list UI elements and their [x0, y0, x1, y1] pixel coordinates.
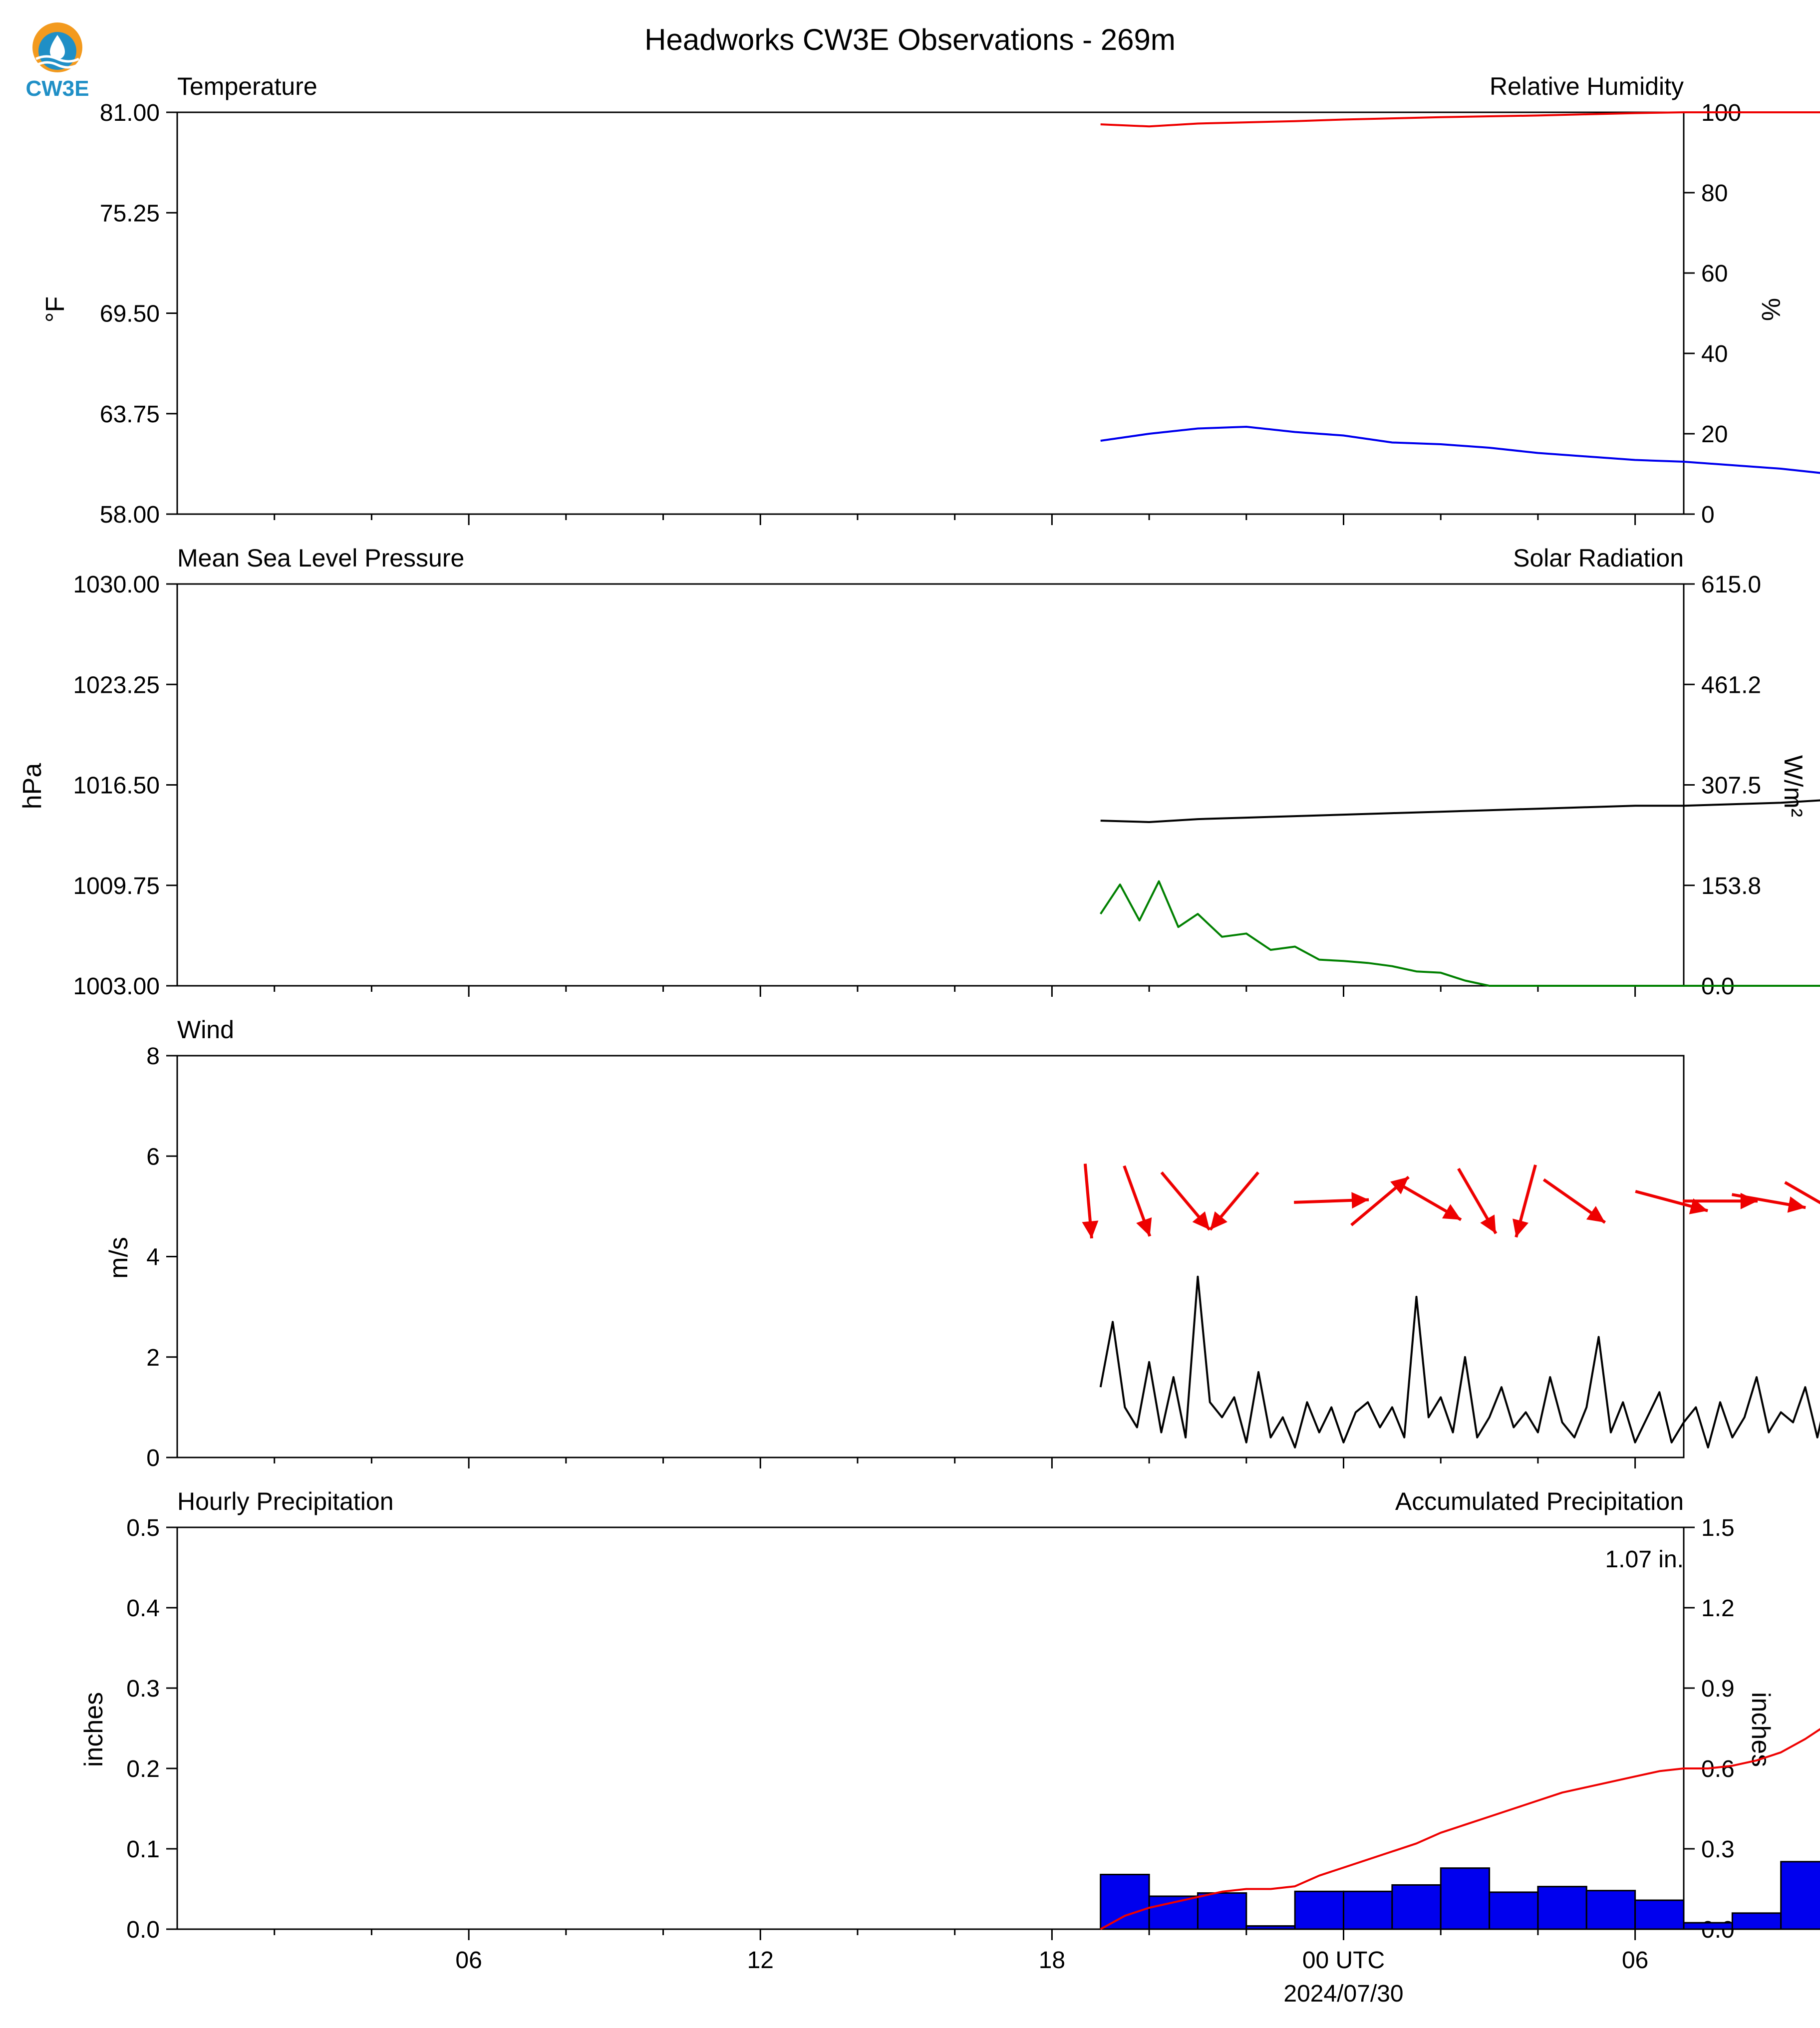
- panel1-ytick-right-label: 80: [1701, 180, 1728, 207]
- panel2-ylabel: hPa: [18, 763, 47, 810]
- hourly-precip-bar: [1585, 1890, 1636, 1930]
- panel-precipitation: 0.50.40.30.20.10.01.51.20.90.60.30.0: [126, 1515, 1820, 1943]
- panel1-ytick-label: 58.00: [100, 502, 160, 528]
- panel3-ylabel: m/s: [104, 1237, 133, 1279]
- panel1-ytick-right-label: 60: [1701, 261, 1728, 287]
- panel1-ytick-right-label: 40: [1701, 341, 1728, 367]
- accumulated-total-label: 1.07 in.: [1605, 1546, 1684, 1573]
- figure-title: Headworks CW3E Observations - 269m: [644, 23, 1176, 56]
- panel1-left-title: Temperature: [177, 72, 317, 100]
- panel1-ytick-right-label: 20: [1701, 421, 1728, 448]
- panel1-ytick-label: 81.00: [100, 100, 160, 126]
- panel4-ytick-label: 0.0: [126, 1917, 160, 1943]
- panel4-ytick-label: 0.1: [126, 1836, 160, 1863]
- panel4-ylabel: inches: [79, 1692, 108, 1767]
- hourly-precip-bar: [1245, 1925, 1296, 1930]
- wind-arrow-head: [1586, 1206, 1605, 1223]
- x-tick-label: 06: [1622, 1947, 1648, 1974]
- panel4-ytick-label: 0.5: [126, 1515, 160, 1541]
- panel1-right-title: Relative Humidity: [1490, 72, 1684, 100]
- wind-speed-line: [1099, 1275, 1820, 1449]
- panel2-ylabel-right: W/m²: [1779, 755, 1808, 817]
- hourly-precip-bar: [1148, 1895, 1199, 1930]
- panel1-ytick-right-label: 0: [1701, 502, 1715, 528]
- wind-arrow-head: [1442, 1204, 1461, 1220]
- panel4-ytick-right-label: 1.5: [1701, 1515, 1735, 1541]
- hourly-precip-bar: [1780, 1861, 1820, 1930]
- panel2-ytick-label: 1030.00: [73, 572, 160, 598]
- panel2-ytick-label: 1009.75: [73, 873, 160, 899]
- x-tick-label: 00 UTC: [1302, 1947, 1385, 1974]
- panel4-right-title: Accumulated Precipitation: [1395, 1487, 1684, 1515]
- panel1-ytick-label: 69.50: [100, 301, 160, 327]
- hourly-precip-bar: [1489, 1891, 1539, 1930]
- humidity-line: [1100, 111, 1820, 128]
- panel-wind: 8 6 4 2 0: [146, 1043, 1820, 1471]
- wind-arrow-head: [1082, 1220, 1099, 1238]
- panel3-ytick-label: 2: [146, 1345, 160, 1371]
- wind-arrow-head: [1192, 1211, 1210, 1230]
- wind-arrow-head: [1787, 1196, 1806, 1213]
- wind-arrow-head: [1210, 1211, 1227, 1230]
- panel4-ylabel-right: inches: [1746, 1692, 1775, 1767]
- hourly-precip-bar: [1294, 1890, 1345, 1930]
- panel2-ytick-label: 1003.00: [73, 973, 160, 1000]
- panel2-ytick-label: 1023.25: [73, 672, 160, 698]
- pressure-line: [1100, 799, 1820, 823]
- panel1-ylabel: °F: [41, 296, 70, 323]
- panel2-left-title: Mean Sea Level Pressure: [177, 544, 464, 572]
- wind-arrow-head: [1480, 1214, 1496, 1234]
- cw3e-logo: CW3E: [25, 22, 89, 101]
- panel3-ytick-label: 6: [146, 1144, 160, 1170]
- x-tick-label: 06: [455, 1947, 482, 1974]
- wind-arrow-head: [1136, 1217, 1152, 1236]
- panel3-ytick-label: 8: [146, 1043, 160, 1070]
- panel1-ytick-label: 75.25: [100, 200, 160, 227]
- solar-radiation-line: [1100, 880, 1820, 987]
- accumulated-precip-line: [1100, 1728, 1820, 1930]
- panel1-ytick-label: 63.75: [100, 401, 160, 428]
- panel4-ytick-label: 0.3: [126, 1676, 160, 1702]
- panel4-ytick-right-label: 0.9: [1701, 1676, 1735, 1702]
- hourly-precip-bar: [1440, 1867, 1491, 1930]
- hourly-precip-bar: [1391, 1884, 1442, 1930]
- hourly-precip-bar: [1343, 1890, 1393, 1930]
- x-tick-label: 18: [1039, 1947, 1065, 1974]
- panel2-ytick-right-label: 461.2: [1701, 672, 1761, 698]
- x-date-label: 2024/07/30: [1283, 1981, 1403, 2007]
- panel4-ytick-label: 0.2: [126, 1756, 160, 1782]
- panel-pressure-solar: 1030.00 1023.25 1016.50 1009.75 1003.00 615.0…: [73, 572, 1820, 1000]
- logo-drop-icon: [50, 35, 65, 59]
- panel2-ytick-right-label: 615.0: [1701, 572, 1761, 598]
- panel3-ytick-label: 4: [146, 1244, 160, 1271]
- panel2-ytick-right-label: 307.5: [1701, 773, 1761, 799]
- hourly-precip-bar: [1100, 1874, 1150, 1930]
- temperature-line: [1100, 426, 1820, 474]
- panel2-ytick-label: 1016.50: [73, 773, 160, 799]
- x-tick-label: 12: [747, 1947, 774, 1974]
- hourly-precip-bar: [1683, 1922, 1733, 1930]
- panel3-left-title: Wind: [177, 1016, 234, 1044]
- hourly-precip-bar: [1537, 1886, 1587, 1930]
- panel4-ytick-right-label: 1.2: [1701, 1595, 1735, 1622]
- hourly-precip-bar: [1731, 1912, 1782, 1930]
- panel3-ytick-label: 0: [146, 1445, 160, 1471]
- wind-arrow-head: [1351, 1192, 1369, 1209]
- panel2-ytick-right-label: 153.8: [1701, 873, 1761, 899]
- wind-arrow-shaft: [1784, 1181, 1820, 1204]
- panel2-right-title: Solar Radiation: [1513, 544, 1684, 572]
- hourly-precip-bar: [1634, 1899, 1685, 1930]
- panel4-ytick-right-label: 0.3: [1701, 1836, 1735, 1863]
- panel4-frame: [176, 1526, 1685, 1930]
- panel4-ytick-label: 0.4: [126, 1595, 160, 1622]
- logo-text: CW3E: [25, 76, 89, 101]
- wind-arrow-head: [1513, 1218, 1529, 1237]
- panel4-left-title: Hourly Precipitation: [177, 1487, 394, 1515]
- hourly-precip-bar: [1197, 1892, 1247, 1930]
- panel1-ylabel-right: %: [1756, 298, 1785, 321]
